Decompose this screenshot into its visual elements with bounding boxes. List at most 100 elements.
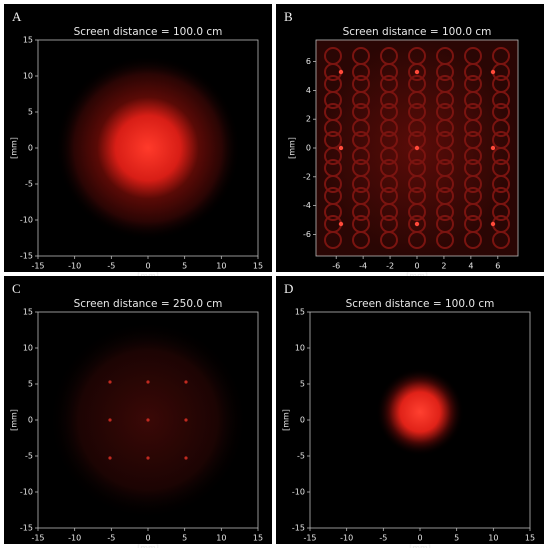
panel: -6 -4 -2 0 2 4 6 -6 -4 -2 0 2 4 6 Screen distance = 10… [276,4,544,281]
spot [108,418,112,422]
ring [436,203,454,221]
diffraction-image [55,55,241,241]
diffraction-image [376,368,464,456]
chart-title: Screen distance = 100.0 cm [74,26,223,38]
y-tick-label: -4 [303,201,311,210]
x-tick-label: -5 [379,534,387,543]
spot [490,69,496,75]
ring [492,231,510,249]
ring [436,119,454,137]
spot [184,456,188,460]
y-axis-label: [mm] [282,409,291,431]
y-tick-label: -10 [292,488,305,497]
x-tick-label: -10 [68,534,81,543]
x-tick-label: -2 [386,262,394,271]
y-tick-label: 10 [23,72,33,81]
x-tick-label: 15 [253,262,263,271]
y-axis-label: [mm] [288,137,297,159]
spot [146,456,150,460]
ring [464,63,482,81]
y-tick-label: -5 [25,180,33,189]
spot [108,456,112,460]
ring [324,91,342,109]
ring [492,91,510,109]
y-tick-label: -2 [303,172,311,181]
spot [146,418,150,422]
y-tick-label: 15 [23,36,33,45]
glow [376,368,464,456]
y-tick-label: 5 [28,380,33,389]
x-tick-label: -15 [31,534,44,543]
ring [464,175,482,193]
x-tick-label: 15 [253,534,263,543]
y-tick-label: 0 [28,416,33,425]
ring [324,147,342,165]
y-tick-label: 15 [295,308,305,317]
ring [352,119,370,137]
ring [436,231,454,249]
ring [380,175,398,193]
ring [464,231,482,249]
x-tick-label: -5 [107,262,115,271]
ring [352,203,370,221]
y-tick-label: 6 [306,57,311,66]
ring [436,63,454,81]
ring [324,175,342,193]
ring [436,91,454,109]
diffraction-image [49,321,247,519]
ring [492,203,510,221]
ring [352,175,370,193]
ring [464,203,482,221]
ring [436,175,454,193]
ring [492,175,510,193]
y-tick-label: 10 [23,344,33,353]
diffraction-image [316,40,518,256]
x-axis-label: [mm] [409,544,431,548]
y-tick-label: -15 [20,252,33,261]
panel-label: B [284,9,293,24]
spot [414,69,420,75]
spot [184,380,188,384]
spot [414,221,420,227]
ring [324,231,342,249]
x-tick-label: 2 [441,262,446,271]
x-tick-label: -15 [303,534,316,543]
chart-title: Screen distance = 100.0 cm [343,26,492,38]
x-tick-label: 10 [216,534,226,543]
ring [352,63,370,81]
y-tick-label: 0 [28,144,33,153]
y-tick-label: -10 [20,216,33,225]
y-tick-label: 0 [306,144,311,153]
ring [436,147,454,165]
chart-title: Screen distance = 100.0 cm [346,298,495,310]
ring [464,91,482,109]
y-tick-label: 5 [28,108,33,117]
ring [464,147,482,165]
y-tick-label: 15 [23,308,33,317]
y-tick-label: -6 [303,230,311,239]
chart-title: Screen distance = 250.0 cm [74,298,223,310]
ring [380,203,398,221]
y-tick-label: -15 [292,524,305,533]
spot [338,145,344,151]
x-tick-label: 0 [414,262,419,271]
ring [408,203,426,221]
y-axis-label: [mm] [10,409,19,431]
x-tick-label: -4 [359,262,367,271]
panel-label: D [284,281,293,296]
y-tick-label: -5 [297,452,305,461]
glow [55,55,241,241]
y-axis-label: [mm] [10,137,19,159]
spot [490,145,496,151]
spot [146,380,150,384]
x-tick-label: -15 [31,262,44,271]
panel: -15 -10 -5 0 5 10 15 -15 -10 -5 0 5 10 15 Screen dista… [4,4,272,281]
ring [352,147,370,165]
x-tick-label: 0 [145,262,150,271]
y-tick-label: 10 [295,344,305,353]
ring [492,119,510,137]
x-axis-label: [mm] [137,544,159,548]
x-tick-label: 0 [417,534,422,543]
spot [414,145,420,151]
ring [380,63,398,81]
